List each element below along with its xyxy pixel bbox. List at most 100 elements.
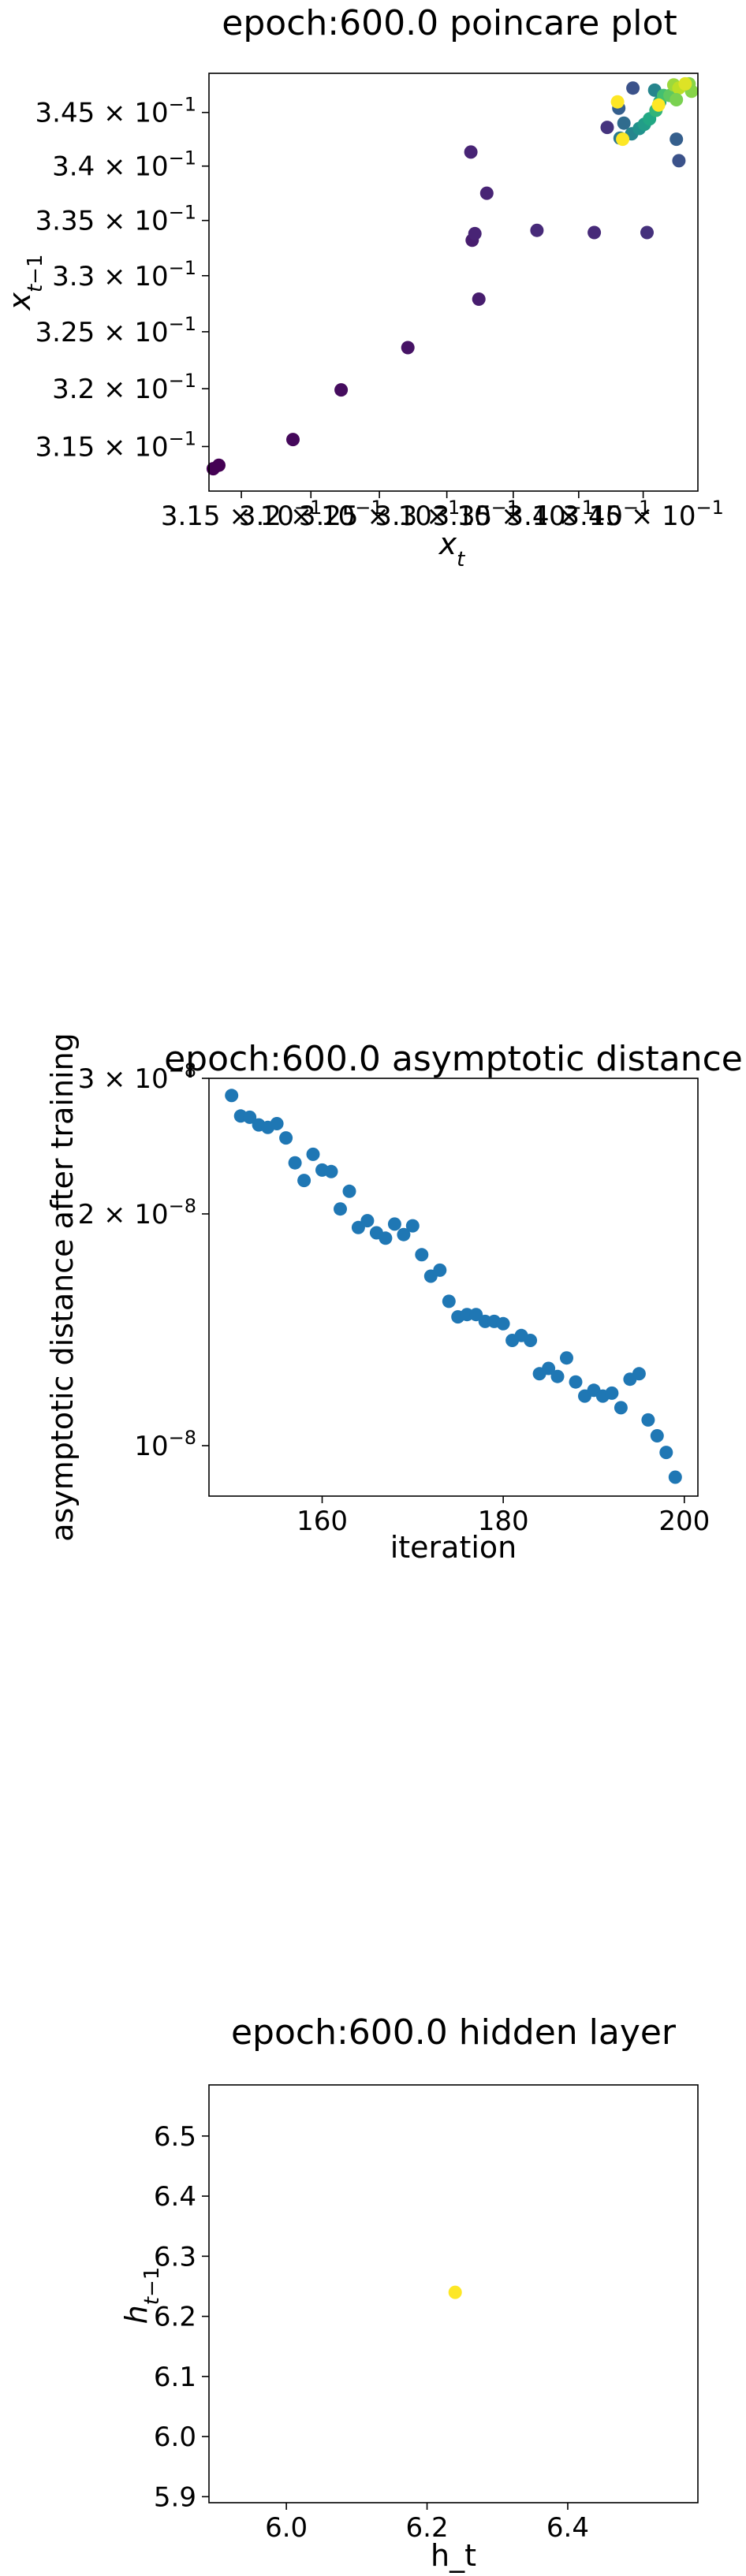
y-axis-label: asymptotic distance after training: [45, 1033, 80, 1542]
data-point-27: [469, 1308, 483, 1322]
y-axis-label: xt−1: [2, 254, 47, 311]
data-point-12: [640, 225, 654, 240]
data-point-7: [468, 226, 482, 240]
x-tick-label-2: 6.4: [546, 2512, 589, 2544]
plot-frame: [208, 2084, 699, 2503]
data-point-14: [626, 81, 640, 95]
data-point-11: [587, 225, 602, 240]
data-point-8: [479, 186, 494, 200]
data-point-36: [610, 95, 625, 109]
x-tick-label-2: 3.25 × 10−1: [299, 497, 460, 532]
data-point-1: [212, 458, 226, 472]
data-point-0: [225, 1089, 239, 1103]
y-tick-label-2: 3.25 × 10−1: [35, 313, 196, 348]
data-point-43: [614, 1401, 628, 1415]
x-tick-label-6: 3.45 × 10−1: [562, 497, 723, 532]
data-point-34: [678, 76, 692, 91]
x-tick-label-2: 200: [658, 1506, 710, 1537]
x-axis-label: xt: [438, 527, 466, 571]
chart-title: epoch:600.0 poincare plot: [222, 3, 677, 43]
y-axis-label: ht−1: [119, 2267, 164, 2325]
data-point-24: [442, 1294, 456, 1308]
data-point-21: [415, 1248, 429, 1262]
y-tick-label-0: 5.9: [154, 2481, 196, 2513]
data-point-33: [524, 1334, 538, 1347]
data-point-20: [405, 1219, 420, 1233]
x-tick-label-1: 180: [478, 1506, 529, 1537]
asymptotic-distance-chart: epoch:600.0 asymptotic distance 160 180 20…: [45, 1033, 743, 1565]
data-point-14: [351, 1220, 365, 1234]
data-point-36: [550, 1369, 565, 1383]
data-point-13: [342, 1184, 356, 1198]
data-point-15: [360, 1214, 375, 1228]
y-tick-label-2: 3 × 10−8: [78, 1059, 196, 1095]
chart-title: epoch:600.0 asymptotic distance: [164, 1039, 743, 1079]
hidden-layer-chart: epoch:600.0 hidden layer 6.0 6.2 6.4 5.9 6.0…: [119, 2012, 699, 2573]
data-point-10: [530, 223, 544, 237]
x-tick-label-0: 3.15 × 10−1: [161, 497, 322, 532]
data-point-47: [650, 1429, 664, 1442]
data-point-45: [632, 1367, 646, 1381]
data-point-35: [651, 98, 666, 112]
data-point-31: [670, 93, 684, 106]
data-point-4: [401, 341, 415, 355]
data-point-17: [379, 1231, 393, 1245]
poincare-plot-chart: epoch:600.0 poincare plot 3.15 × 10−13.2…: [2, 3, 724, 571]
data-point-6: [472, 292, 486, 306]
y-tick-label-4: 3.35 × 10−1: [35, 202, 196, 237]
plot-frame: [208, 73, 699, 492]
data-point-38: [569, 1375, 583, 1389]
data-point-35: [542, 1361, 556, 1375]
y-tick-label-1: 2 × 10−8: [78, 1195, 196, 1230]
data-point-46: [641, 1413, 655, 1427]
data-point-11: [324, 1164, 338, 1178]
data-point-9: [306, 1147, 320, 1161]
data-point-19: [397, 1227, 411, 1241]
data-point-23: [433, 1263, 447, 1277]
x-tick-label-1: 6.2: [406, 2512, 449, 2544]
data-point-8: [297, 1174, 311, 1188]
y-tick-label-3: 3.3 × 10−1: [52, 257, 196, 292]
data-point-0: [448, 2285, 462, 2299]
x-axis-label: iteration: [390, 1530, 517, 1565]
data-point-9: [464, 145, 478, 159]
y-tick-label-1: 6.0: [154, 2422, 196, 2453]
y-tick-label-3: 6.2: [154, 2302, 196, 2333]
data-point-7: [288, 1156, 302, 1170]
x-tick-label-4: 3.35 × 10−1: [433, 497, 594, 532]
data-point-42: [605, 1386, 619, 1400]
data-point-2: [243, 1110, 257, 1124]
y-tick-label-0: 3.15 × 10−1: [35, 427, 196, 463]
y-tick-label-6: 6.5: [154, 2121, 196, 2153]
y-tick-label-4: 6.3: [154, 2241, 196, 2273]
data-point-18: [387, 1217, 401, 1231]
x-tick-label-3: 3.3 × 10−1: [375, 497, 519, 532]
data-point-18: [617, 116, 631, 130]
data-point-17: [670, 132, 684, 147]
y-tick-label-0: 10−8: [134, 1427, 196, 1462]
y-tick-label-5: 6.4: [154, 2181, 196, 2213]
y-tick-label-1: 3.2 × 10−1: [52, 370, 196, 405]
data-point-3: [334, 383, 349, 397]
data-point-48: [659, 1446, 673, 1460]
x-tick-label-0: 160: [297, 1506, 348, 1537]
data-point-12: [334, 1202, 347, 1216]
data-point-5: [270, 1117, 284, 1130]
data-point-16: [672, 154, 686, 168]
x-axis-label: h_t: [431, 2538, 476, 2573]
data-point-30: [496, 1316, 510, 1331]
x-tick-label-0: 6.0: [265, 2512, 308, 2544]
x-tick-label-1: 3.2 × 10−1: [239, 497, 383, 532]
y-tick-label-5: 3.4 × 10−1: [52, 147, 196, 183]
chart-title: epoch:600.0 hidden layer: [231, 2012, 677, 2053]
data-point-37: [560, 1351, 573, 1365]
data-point-6: [279, 1131, 293, 1145]
plot-frame: [208, 1078, 699, 1497]
data-point-37: [616, 132, 630, 147]
data-point-49: [668, 1470, 682, 1484]
y-tick-label-6: 3.45 × 10−1: [35, 94, 196, 129]
y-tick-label-2: 6.1: [154, 2362, 196, 2393]
x-tick-label-5: 3.4 × 10−1: [506, 497, 651, 532]
data-point-13: [600, 121, 614, 135]
